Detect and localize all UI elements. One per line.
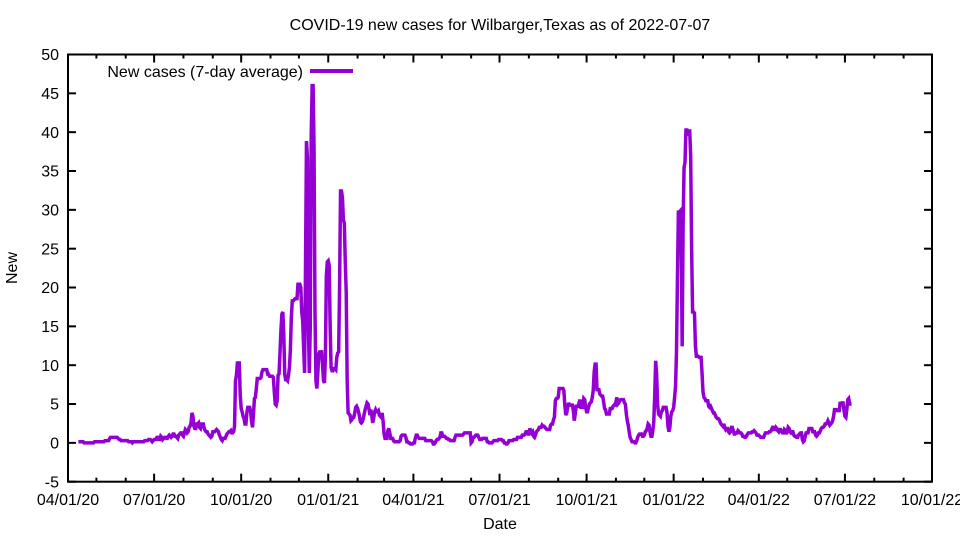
y-tick-label: 25 [41, 241, 59, 258]
y-tick-label: 40 [41, 125, 59, 142]
y-tick-label: 20 [41, 280, 59, 297]
y-tick-label: 15 [41, 319, 59, 336]
y-tick-label: -5 [45, 474, 59, 491]
legend: New cases (7-day average) [107, 64, 353, 81]
axis-tick-labels: -5 0 5 10 15 20 25 30 35 40 45 50 04/01/20 07/01/20 10… [37, 47, 960, 509]
x-tick-label: 07/01/20 [123, 492, 185, 509]
y-tick-label: 10 [41, 358, 59, 375]
x-tick-label: 04/01/22 [728, 492, 790, 509]
x-axis-label: Date [483, 516, 517, 533]
y-axis-label: New [4, 252, 21, 284]
y-tick-label: 30 [41, 203, 59, 220]
axis-ticks [67, 53, 933, 483]
x-tick-label: 04/01/20 [37, 492, 99, 509]
plot-border [67, 53, 933, 483]
x-tick-label: 04/01/21 [382, 492, 444, 509]
x-tick-label: 07/01/22 [814, 492, 876, 509]
x-tick-label: 07/01/21 [468, 492, 530, 509]
x-tick-label: 10/01/21 [555, 492, 617, 509]
y-tick-label: 5 [50, 397, 59, 414]
x-tick-label: 01/01/22 [643, 492, 705, 509]
data-curve [78, 83, 852, 448]
x-tick-label: 10/01/22 [901, 492, 960, 509]
y-tick-label: 0 [50, 436, 59, 453]
y-tick-label: 35 [41, 164, 59, 181]
legend-label: New cases (7-day average) [107, 64, 303, 81]
y-tick-label: 50 [41, 47, 59, 64]
y-tick-label: 45 [41, 86, 59, 103]
chart-title: COVID-19 new cases for Wilbarger,Texas a… [290, 17, 711, 34]
x-tick-label: 10/01/20 [210, 492, 272, 509]
x-tick-label: 01/01/21 [297, 492, 359, 509]
